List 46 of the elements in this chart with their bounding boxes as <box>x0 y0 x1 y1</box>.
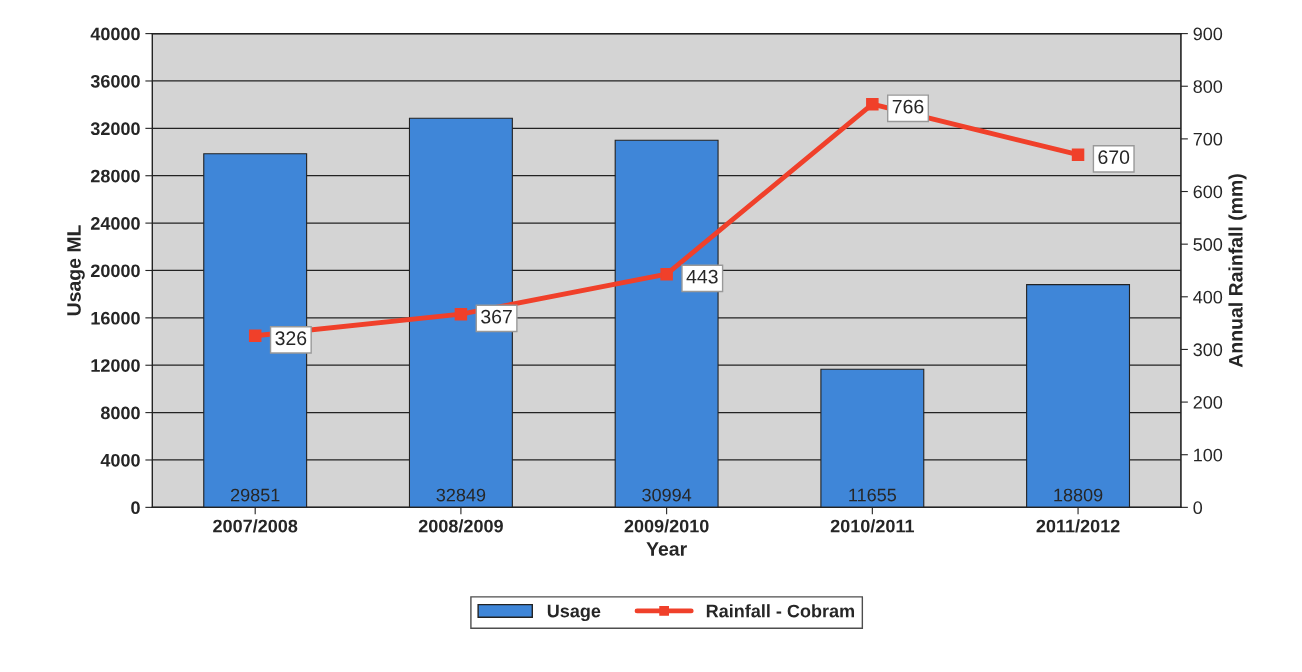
data-label: 18809 <box>1054 488 1103 502</box>
x-tick-label: 2007/2008 <box>213 519 298 533</box>
y2-tick-label: 0 <box>1193 501 1203 515</box>
point <box>866 97 879 111</box>
data-label: 11655 <box>849 488 897 502</box>
y2-tick-label: 900 <box>1193 27 1223 41</box>
y2-tick-label: 600 <box>1193 185 1223 199</box>
point <box>1071 148 1085 161</box>
data-label: 326 <box>275 331 307 346</box>
y-tick-label: 4000 <box>100 453 140 467</box>
y-tick-label: 0 <box>131 501 140 515</box>
point <box>454 307 468 321</box>
y-tick-label: 28000 <box>90 169 140 183</box>
y2-tick-label: 800 <box>1193 80 1223 93</box>
x-tick-label: 2011/2012 <box>1036 519 1120 533</box>
data-label: 443 <box>686 269 718 284</box>
y-tick-label: 12000 <box>91 359 140 372</box>
y2-tick-label: 500 <box>1193 238 1223 251</box>
data-label: 29851 <box>231 488 280 502</box>
y-axis-title: Usage ML <box>67 225 85 316</box>
legend-label: Usage <box>547 604 601 622</box>
y-tick-label: 32000 <box>90 122 140 136</box>
x-tick-label: 2009/2010 <box>624 519 709 533</box>
y2-tick-label: 200 <box>1193 396 1223 409</box>
y-tick-label: 24000 <box>90 217 140 230</box>
data-label: 367 <box>481 309 512 324</box>
point <box>660 267 673 281</box>
x-tick-label: 2008/2009 <box>418 519 503 533</box>
y2-tick-label: 700 <box>1193 132 1223 146</box>
y-tick-label: 8000 <box>100 406 140 420</box>
x-axis-title: Year <box>646 542 687 556</box>
y-tick-label: 20000 <box>90 264 140 278</box>
y-tick-label: 16000 <box>91 311 140 325</box>
x-tick-label: 2010/2011 <box>830 519 915 533</box>
y-tick-label: 36000 <box>90 74 140 88</box>
y2-tick-label: 100 <box>1194 448 1223 462</box>
y2-tick-label: 400 <box>1193 290 1223 304</box>
legend-label: Rainfall - Cobram <box>706 604 855 618</box>
data-label: 670 <box>1098 150 1130 165</box>
data-label: 766 <box>892 99 924 114</box>
y2-tick-label: 300 <box>1193 343 1223 357</box>
data-label: 32849 <box>436 488 486 502</box>
data-label: 30994 <box>642 488 692 502</box>
point <box>248 329 262 343</box>
y2-axis-title: Annual Rainfall (mm) <box>1228 174 1247 368</box>
y-tick-label: 40000 <box>90 27 140 41</box>
